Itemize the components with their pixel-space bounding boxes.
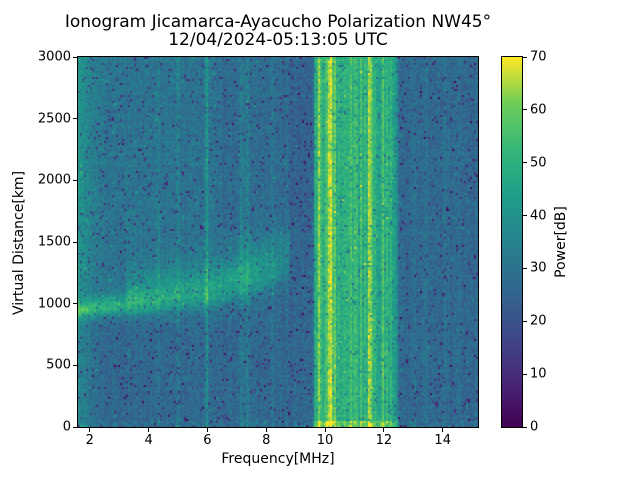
colorbar-tick-mark xyxy=(523,373,527,375)
x-tick-mark xyxy=(89,428,91,432)
y-tick-mark xyxy=(73,303,77,305)
colorbar-tick-label: 10 xyxy=(530,366,547,382)
y-tick-label: 2000 xyxy=(37,172,71,188)
colorbar-tick-label: 0 xyxy=(530,419,539,435)
colorbar-tick-label: 20 xyxy=(530,313,547,329)
x-tick-label: 4 xyxy=(144,433,153,448)
x-axis-label: Frequency[MHz] xyxy=(221,451,335,467)
x-tick-label: 2 xyxy=(85,433,94,448)
colorbar-tick-mark xyxy=(523,426,527,428)
y-tick-mark xyxy=(73,241,77,243)
y-tick-label: 1000 xyxy=(37,296,71,312)
x-tick-label: 10 xyxy=(316,433,334,448)
colorbar-tick-mark xyxy=(523,109,527,111)
colorbar-tick-label: 60 xyxy=(530,102,547,118)
colorbar-tick-mark xyxy=(523,215,527,217)
y-tick-label: 2500 xyxy=(37,111,71,127)
y-tick-mark xyxy=(73,364,77,366)
y-tick-label: 500 xyxy=(46,357,71,373)
y-tick-label: 0 xyxy=(62,419,71,435)
x-tick-mark xyxy=(148,428,150,432)
colorbar-tick-label: 30 xyxy=(530,260,547,276)
y-tick-label: 1500 xyxy=(37,234,71,250)
ionogram-canvas xyxy=(78,57,478,427)
colorbar-tick-mark xyxy=(523,267,527,269)
plot-frame xyxy=(77,56,479,428)
x-tick-mark xyxy=(206,428,208,432)
colorbar-tick-mark xyxy=(523,320,527,322)
colorbar-tick-label: 70 xyxy=(530,49,547,65)
x-tick-mark xyxy=(324,428,326,432)
chart-subtitle: 12/04/2024-05:13:05 UTC xyxy=(168,30,388,50)
y-tick-mark xyxy=(73,56,77,58)
chart-title: Ionogram Jicamarca-Ayacucho Polarization… xyxy=(64,12,492,32)
x-tick-label: 12 xyxy=(375,433,393,448)
colorbar-tick-label: 50 xyxy=(530,155,547,171)
y-tick-mark xyxy=(73,118,77,120)
y-tick-mark xyxy=(73,179,77,181)
colorbar-frame xyxy=(501,56,523,428)
x-tick-label: 6 xyxy=(203,433,212,448)
x-tick-mark xyxy=(265,428,267,432)
colorbar-tick-label: 40 xyxy=(530,208,547,224)
y-tick-mark xyxy=(73,426,77,428)
colorbar-canvas xyxy=(502,57,522,427)
x-tick-label: 14 xyxy=(434,433,451,448)
colorbar-tick-mark xyxy=(523,162,527,164)
colorbar-label: Power[dB] xyxy=(553,206,569,278)
x-tick-label: 8 xyxy=(262,433,271,448)
x-tick-mark xyxy=(383,428,385,432)
colorbar-tick-mark xyxy=(523,56,527,58)
y-tick-label: 3000 xyxy=(37,49,71,65)
x-tick-mark xyxy=(442,428,444,432)
